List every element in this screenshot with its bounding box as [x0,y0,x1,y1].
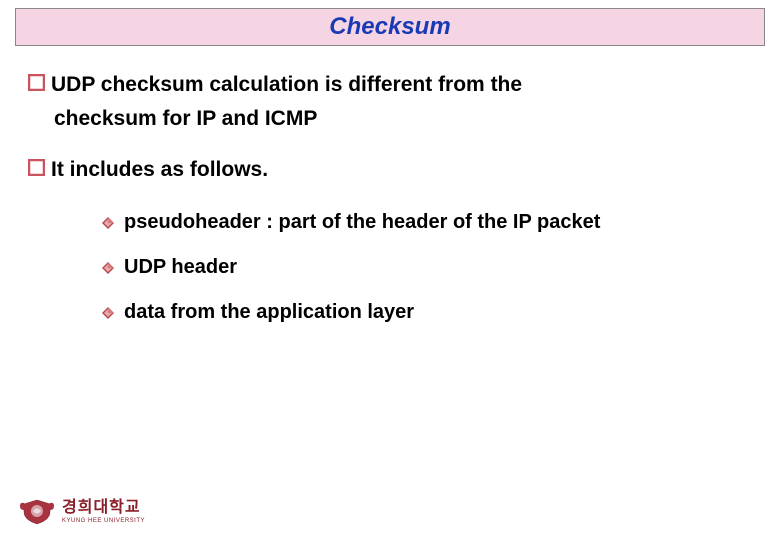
point2-text: It includes as follows. [51,155,268,185]
logo-text: 경희대학교 KYUNG HEE UNIVERSITY [62,500,145,524]
content-area: UDP checksum calculation is different fr… [28,70,752,346]
sub-item: data from the application layer [102,301,752,324]
square-bullet-icon [28,159,45,176]
logo-korean-text: 경희대학교 [62,500,145,516]
sub-item-text: pseudoheader : part of the header of the… [124,211,600,234]
bullet-point-1: UDP checksum calculation is different fr… [28,70,752,100]
diamond-bullet-icon [102,217,114,229]
crest-icon [18,498,56,526]
point1-line2: checksum for IP and ICMP [54,104,752,134]
logo-english-text: KYUNG HEE UNIVERSITY [62,518,145,524]
sub-list: pseudoheader : part of the header of the… [102,211,752,324]
sub-item: pseudoheader : part of the header of the… [102,211,752,234]
university-logo: 경희대학교 KYUNG HEE UNIVERSITY [18,498,145,526]
title-bar: Checksum [15,8,765,46]
sub-item-text: data from the application layer [124,301,414,324]
point1-line1: UDP checksum calculation is different fr… [51,70,522,100]
sub-item-text: UDP header [124,256,237,279]
diamond-bullet-icon [102,307,114,319]
square-bullet-icon [28,74,45,91]
bullet-point-2: It includes as follows. [28,155,752,185]
slide-title: Checksum [329,13,450,41]
sub-item: UDP header [102,256,752,279]
diamond-bullet-icon [102,262,114,274]
